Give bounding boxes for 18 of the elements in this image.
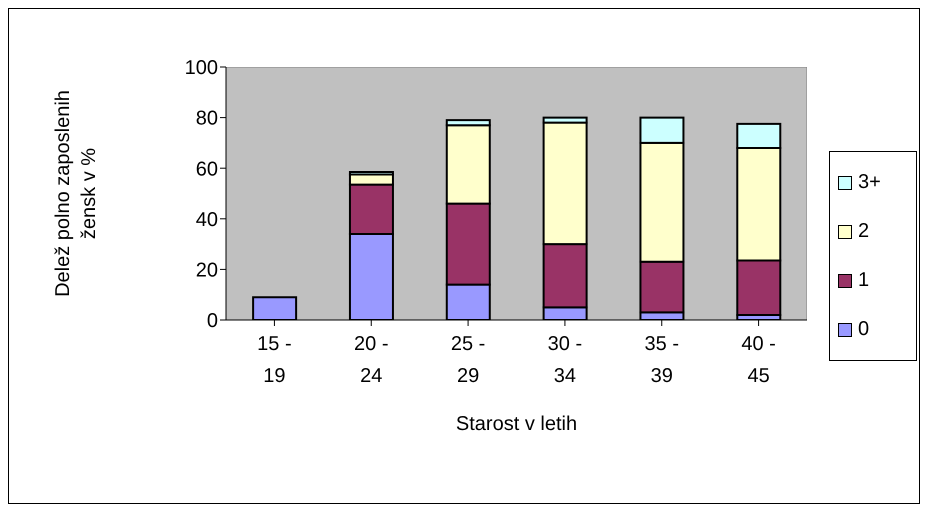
x-axis-title: Starost v letih (456, 413, 578, 435)
y-tick-label: 20 (196, 260, 218, 282)
y-tick-label: 60 (196, 158, 218, 180)
y-axis-title: Delež polno zaposlenih žensk v % (52, 90, 100, 297)
y-tick-label: 100 (184, 57, 218, 80)
legend-label: 0 (858, 318, 870, 341)
x-tick-label: 40 - 45 (741, 333, 776, 387)
legend-label: 3+ (858, 171, 881, 194)
legend-label: 2 (858, 220, 870, 243)
x-tick-label: 35 - 39 (644, 333, 679, 387)
x-tick-label: 25 - 29 (450, 333, 486, 387)
y-tick-label: 0 (206, 310, 218, 332)
x-tick-label: 20 - 24 (354, 333, 388, 387)
y-tick-label: 80 (196, 108, 218, 130)
y-tick-label: 40 (196, 208, 218, 231)
x-tick-label: 15 - 19 (257, 333, 292, 387)
legend-label: 1 (858, 269, 870, 292)
x-tick-label: 30 - 34 (548, 333, 582, 387)
